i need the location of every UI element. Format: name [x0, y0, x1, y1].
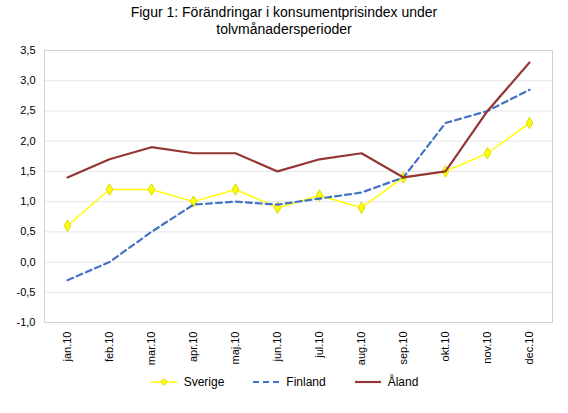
- svg-text:okt.10: okt.10: [439, 332, 451, 362]
- svg-text:3,0: 3,0: [20, 74, 35, 86]
- svg-text:feb.10: feb.10: [103, 332, 115, 363]
- html-text:Sverige: Sverige: [183, 375, 225, 389]
- html-text:Finland: Finland: [286, 375, 326, 389]
- svg-text:jul.10: jul.10: [313, 332, 325, 359]
- svg-text:2,0: 2,0: [20, 135, 35, 147]
- svg-text:2,5: 2,5: [20, 104, 35, 116]
- svg-text:apr.10: apr.10: [187, 332, 199, 363]
- svg-text:1,5: 1,5: [20, 165, 35, 177]
- svg-text:0,5: 0,5: [20, 225, 35, 237]
- svg-text:aug.10: aug.10: [355, 332, 367, 366]
- svg-text:0,0: 0,0: [20, 256, 35, 268]
- svg-text:1,0: 1,0: [20, 195, 35, 207]
- svg-text:-1,0: -1,0: [17, 316, 36, 328]
- svg-text:-0,5: -0,5: [17, 286, 36, 298]
- svg-text:3,5: 3,5: [20, 44, 35, 56]
- svg-text:maj.10: maj.10: [229, 332, 241, 365]
- svg-text:mar.10: mar.10: [145, 332, 157, 366]
- svg-text:sep.10: sep.10: [397, 332, 409, 365]
- html-text:Figur 1: Förändringar i konsum: Figur 1: Förändringar i konsumentprisind…: [130, 4, 438, 37]
- svg-text:jan.10: jan.10: [61, 332, 73, 363]
- svg-text:jun.10: jun.10: [271, 332, 283, 363]
- svg-text:nov.10: nov.10: [481, 332, 493, 364]
- html-text:Åland: Åland: [387, 375, 419, 389]
- svg-text:dec.10: dec.10: [523, 332, 535, 365]
